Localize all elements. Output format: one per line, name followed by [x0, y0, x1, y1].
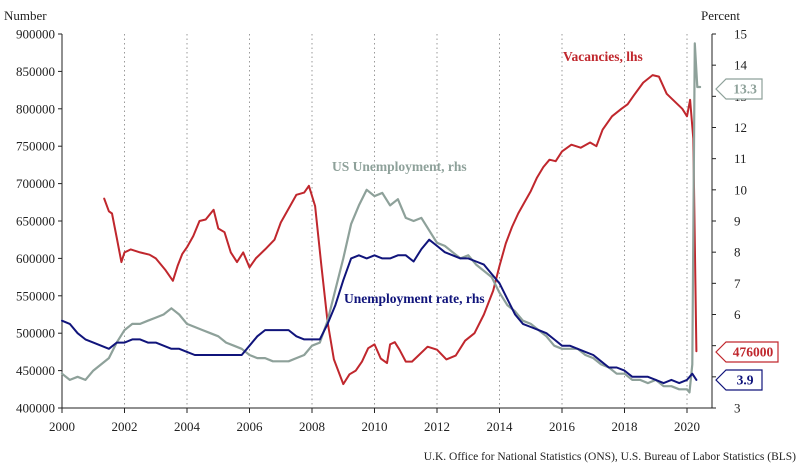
right-tick-label: 10 — [734, 182, 747, 197]
x-tick-label: 2010 — [362, 419, 388, 434]
left-tick-label: 800000 — [16, 101, 55, 116]
x-tick-label: 2004 — [174, 419, 201, 434]
x-tick-label: 2006 — [237, 419, 264, 434]
right-tick-label: 8 — [734, 245, 741, 260]
x-tick-label: 2014 — [487, 419, 514, 434]
x-tick-label: 2012 — [424, 419, 450, 434]
series-label-1: US Unemployment, rhs — [332, 159, 467, 174]
right-tick-label: 7 — [734, 276, 741, 291]
x-tick-label: 2018 — [612, 419, 638, 434]
end-value-tag-2 — [715, 369, 763, 391]
right-tick-label: 12 — [734, 120, 747, 135]
series-label-2: Unemployment rate, rhs — [344, 291, 485, 306]
left-tick-label: 550000 — [16, 288, 55, 303]
annotations: Vacancies, lhs 476000 US Unemployment, rhs… — [332, 49, 796, 463]
axes: 400000 450000 500000 550000 600000 650000 7000… — [4, 8, 748, 434]
series-line-0 — [103, 74, 698, 386]
left-tick-label: 850000 — [16, 64, 55, 79]
right-axis-title: Percent — [701, 8, 740, 23]
series-line-1 — [60, 42, 702, 394]
series-label-0: Vacancies, lhs — [563, 49, 643, 64]
left-tick-label: 700000 — [16, 176, 55, 191]
end-value-label-2: 3.9 — [737, 373, 754, 388]
gridlines — [124, 34, 688, 408]
right-tick-label: 14 — [734, 58, 748, 73]
left-tick-label: 600000 — [16, 251, 55, 266]
right-tick-label: 11 — [734, 151, 747, 166]
x-tick-label: 2008 — [299, 419, 325, 434]
left-tick-label: 650000 — [16, 214, 55, 229]
left-tick-label: 750000 — [16, 139, 55, 154]
end-value-label-1: 13.3 — [733, 82, 757, 97]
x-tick-label: 2016 — [549, 419, 576, 434]
left-tick-label: 500000 — [16, 326, 55, 341]
right-tick-label: 6 — [734, 307, 741, 322]
series-lines — [60, 42, 702, 394]
left-tick-label: 400000 — [16, 401, 55, 416]
left-axis-title: Number — [4, 8, 47, 23]
right-tick-label: 3 — [734, 401, 741, 416]
end-value-tag-1 — [715, 78, 763, 100]
right-tick-label: 9 — [734, 214, 741, 229]
left-tick-label: 900000 — [16, 27, 55, 42]
end-value-label-0: 476000 — [733, 345, 774, 360]
series-line-2 — [61, 238, 698, 385]
end-value-tag-0 — [715, 341, 779, 363]
right-tick-label: 15 — [734, 27, 747, 42]
left-tick-label: 450000 — [16, 363, 55, 378]
x-tick-label: 2000 — [49, 419, 75, 434]
x-tick-label: 2002 — [112, 419, 138, 434]
source-note: U.K. Office for National Statistics (ONS… — [424, 451, 796, 463]
x-tick-label: 2020 — [674, 419, 700, 434]
